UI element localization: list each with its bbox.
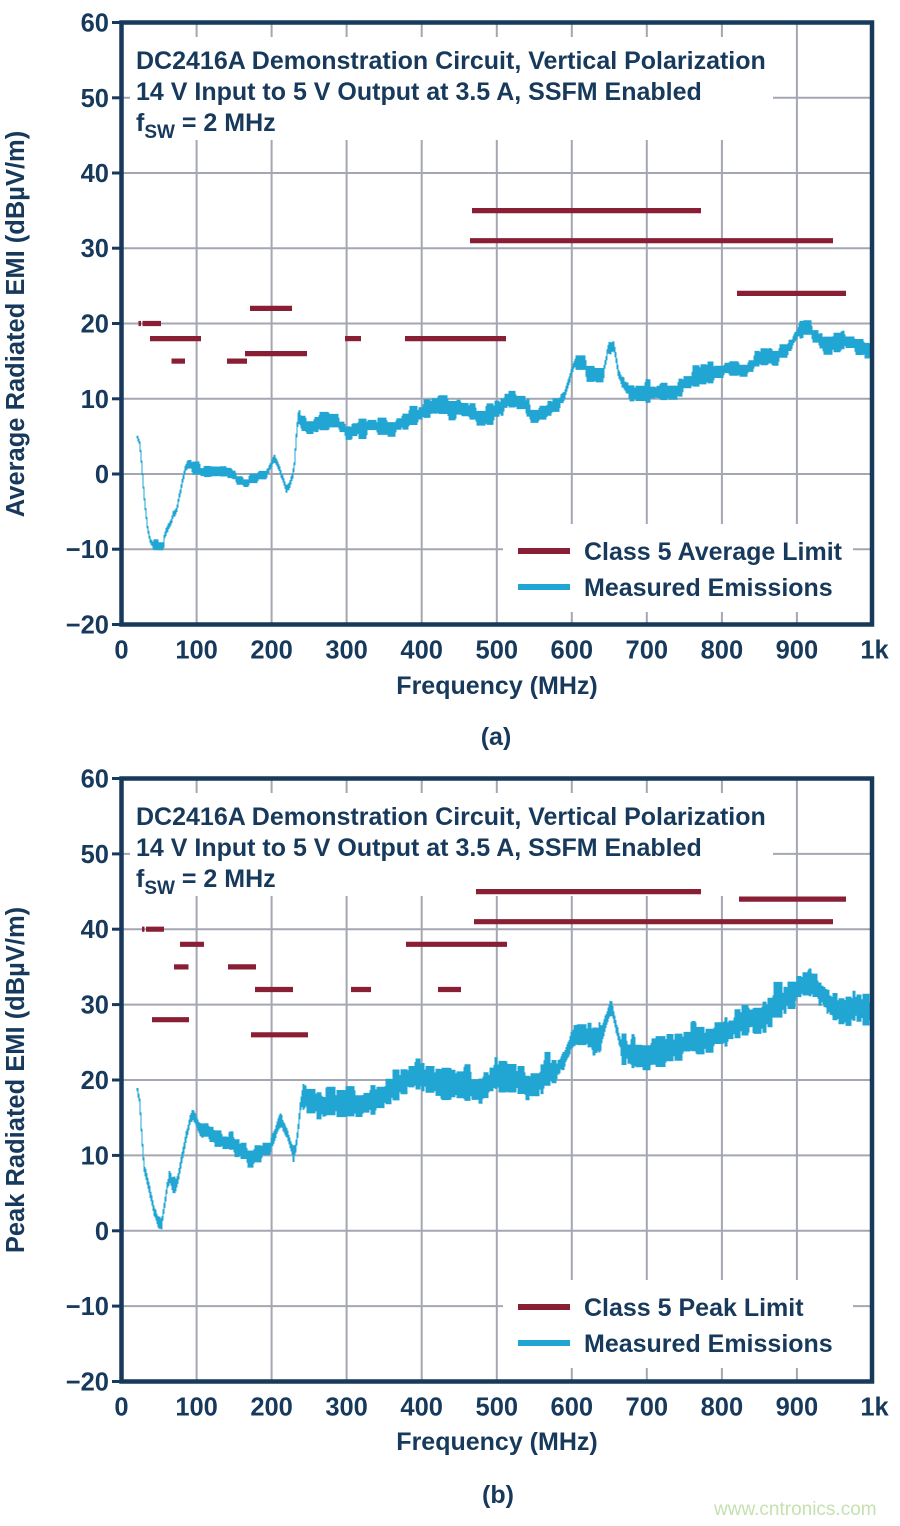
svg-text:1k: 1k (860, 1394, 889, 1422)
svg-text:200: 200 (250, 637, 293, 665)
svg-text:30: 30 (81, 235, 109, 263)
svg-text:−20: −20 (66, 1369, 109, 1397)
svg-text:Frequency (MHz): Frequency (MHz) (396, 1428, 597, 1456)
svg-text:Measured Emissions: Measured Emissions (584, 574, 833, 602)
svg-text:900: 900 (776, 637, 819, 665)
svg-text:500: 500 (476, 637, 519, 665)
svg-text:0: 0 (95, 1218, 109, 1246)
svg-text:400: 400 (400, 637, 443, 665)
svg-text:14 V Input to 5 V Output at 3.: 14 V Input to 5 V Output at 3.5 A, SSFM … (136, 834, 702, 862)
svg-text:20: 20 (81, 1067, 109, 1095)
svg-text:0: 0 (95, 461, 109, 489)
svg-text:50: 50 (81, 841, 109, 869)
svg-text:30: 30 (81, 992, 109, 1020)
svg-text:(b): (b) (482, 1481, 514, 1509)
svg-text:40: 40 (81, 160, 109, 188)
svg-text:60: 60 (81, 766, 109, 794)
svg-text:400: 400 (400, 1394, 443, 1422)
svg-text:1k: 1k (860, 637, 889, 665)
svg-text:Measured Emissions: Measured Emissions (584, 1330, 833, 1358)
svg-text:www.cntronics.com: www.cntronics.com (713, 1499, 877, 1520)
svg-text:0: 0 (114, 637, 128, 665)
svg-text:800: 800 (701, 1394, 744, 1422)
svg-text:20: 20 (81, 311, 109, 339)
svg-text:DC2416A Demonstration Circuit,: DC2416A Demonstration Circuit, Vertical … (136, 803, 766, 831)
svg-text:500: 500 (476, 1394, 519, 1422)
svg-text:14 V Input to 5 V Output at 3.: 14 V Input to 5 V Output at 3.5 A, SSFM … (136, 78, 702, 106)
svg-text:700: 700 (626, 637, 669, 665)
svg-text:10: 10 (81, 1142, 109, 1170)
svg-text:300: 300 (325, 1394, 368, 1422)
svg-text:−10: −10 (66, 1293, 109, 1321)
svg-text:0: 0 (114, 1394, 128, 1422)
svg-text:900: 900 (776, 1394, 819, 1422)
svg-text:DC2416A Demonstration Circuit,: DC2416A Demonstration Circuit, Vertical … (136, 47, 766, 75)
svg-text:Class 5 Peak Limit: Class 5 Peak Limit (584, 1294, 804, 1322)
svg-text:200: 200 (250, 1394, 293, 1422)
svg-text:Frequency (MHz): Frequency (MHz) (396, 672, 597, 700)
svg-text:Average Radiated EMI (dBµV/m): Average Radiated EMI (dBµV/m) (2, 131, 30, 517)
svg-text:10: 10 (81, 386, 109, 414)
svg-text:100: 100 (175, 637, 218, 665)
svg-text:600: 600 (551, 1394, 594, 1422)
svg-text:−10: −10 (66, 536, 109, 564)
svg-text:300: 300 (325, 637, 368, 665)
svg-text:700: 700 (626, 1394, 669, 1422)
svg-text:−20: −20 (66, 612, 109, 640)
svg-text:Peak Radiated EMI (dBµV/m): Peak Radiated EMI (dBµV/m) (2, 907, 30, 1253)
svg-text:60: 60 (81, 10, 109, 38)
svg-text:Class 5 Average Limit: Class 5 Average Limit (584, 538, 843, 566)
svg-text:100: 100 (175, 1394, 218, 1422)
svg-text:40: 40 (81, 916, 109, 944)
svg-text:600: 600 (551, 637, 594, 665)
svg-text:(a): (a) (481, 723, 512, 751)
svg-text:50: 50 (81, 85, 109, 113)
svg-text:800: 800 (701, 637, 744, 665)
